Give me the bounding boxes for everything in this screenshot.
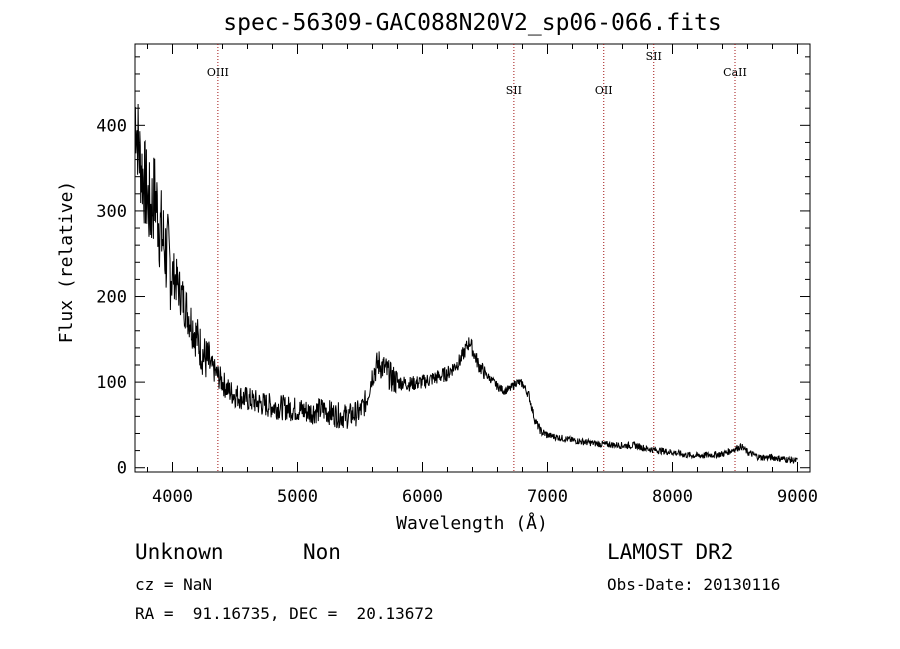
- y-tick-label: 200: [96, 288, 127, 308]
- marker-label: OII: [595, 84, 613, 97]
- chart-title: spec-56309-GAC088N20V2_sp06-066.fits: [223, 10, 722, 36]
- survey-name: LAMOST DR2: [607, 540, 734, 564]
- x-axis-label: Wavelength (Å): [396, 512, 548, 534]
- object-subclass: Non: [303, 540, 341, 564]
- plot-frame: [134, 43, 811, 473]
- marker-label: CaII: [723, 66, 747, 79]
- flux-line: [134, 103, 798, 464]
- observation-date: Obs-Date: 20130116: [607, 575, 781, 594]
- tick-labels: 4000 5000 6000 7000 8000 9000 0 100 200 300 400: [96, 116, 818, 507]
- x-tick-label: 4000: [152, 487, 193, 507]
- emission-line-markers: OIII SII OII SII CaII: [207, 44, 747, 472]
- x-tick-label: 6000: [402, 487, 443, 507]
- x-tick-label: 8000: [652, 487, 693, 507]
- object-class: Unknown: [135, 540, 224, 564]
- y-tick-label: 400: [96, 116, 127, 136]
- marker-label: OIII: [207, 66, 229, 79]
- x-tick-label: 7000: [527, 487, 568, 507]
- flux-series: [134, 103, 798, 464]
- x-tick-label: 9000: [777, 487, 818, 507]
- y-tick-label: 300: [96, 202, 127, 222]
- redshift-value: cz = NaN: [135, 575, 213, 594]
- axis-ticks: [135, 44, 810, 472]
- marker-label: SII: [646, 50, 662, 63]
- axes-frame: [134, 43, 811, 473]
- y-tick-label: 100: [96, 373, 127, 393]
- coordinates: RA = 91.16735, DEC = 20.13672: [135, 604, 434, 623]
- y-tick-label: 0: [117, 459, 127, 479]
- marker-label: SII: [506, 84, 522, 97]
- y-axis-label: Flux (relative): [56, 181, 77, 344]
- x-tick-label: 5000: [277, 487, 318, 507]
